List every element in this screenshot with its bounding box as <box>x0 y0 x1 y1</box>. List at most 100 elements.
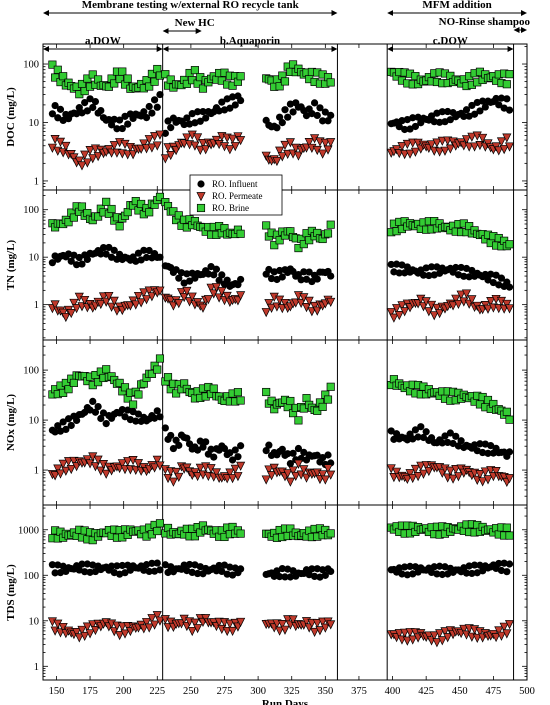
point-influent <box>327 567 335 576</box>
point-influent <box>460 272 468 280</box>
point-influent <box>48 259 57 267</box>
point-influent <box>465 273 473 281</box>
point-permeate <box>426 140 437 150</box>
point-permeate <box>272 156 282 167</box>
point-permeate <box>80 631 90 642</box>
point-permeate <box>475 470 485 480</box>
point-permeate <box>155 616 165 626</box>
point-brine <box>302 394 311 403</box>
point-brine <box>102 365 111 374</box>
point-permeate <box>405 469 415 479</box>
point-influent <box>438 439 446 447</box>
point-influent <box>433 263 441 271</box>
point-influent <box>48 110 57 118</box>
point-permeate <box>66 308 76 319</box>
point-permeate <box>193 472 203 482</box>
point-permeate <box>402 139 412 150</box>
point-permeate <box>61 141 71 152</box>
point-brine <box>502 407 511 416</box>
point-influent <box>481 270 489 279</box>
point-permeate <box>109 296 119 306</box>
point-permeate <box>275 626 285 636</box>
point-permeate <box>394 629 404 639</box>
point-influent <box>417 423 425 431</box>
point-influent <box>505 560 514 568</box>
point-influent <box>118 124 126 133</box>
point-influent <box>319 566 327 574</box>
point-influent <box>142 113 151 122</box>
point-permeate <box>74 633 84 643</box>
point-influent <box>468 569 476 578</box>
point-brine <box>172 389 181 398</box>
point-permeate <box>166 296 176 306</box>
x-tick-label: 250 <box>183 686 199 697</box>
plot-panels: 1 10 100 DOC (mg/L) 1 10 100 TN (mg/L) 1 10 100 NOx… <box>5 43 528 681</box>
point-influent <box>183 114 191 122</box>
point-permeate <box>80 150 90 160</box>
point-influent <box>121 413 129 421</box>
point-influent <box>199 443 207 451</box>
point-permeate <box>85 629 95 639</box>
point-influent <box>110 246 118 254</box>
point-influent <box>313 565 321 573</box>
point-influent <box>398 117 406 125</box>
point-influent <box>473 98 481 107</box>
point-influent <box>113 562 121 570</box>
point-influent <box>161 424 169 432</box>
point-permeate <box>496 631 507 641</box>
point-permeate <box>400 150 410 160</box>
point-influent <box>465 562 473 570</box>
point-influent <box>97 414 105 423</box>
point-influent <box>78 260 86 268</box>
point-permeate <box>61 312 71 323</box>
point-permeate <box>144 135 154 145</box>
point-permeate <box>55 469 66 479</box>
x-tick-label: 450 <box>452 686 468 697</box>
point-brine <box>155 354 165 363</box>
point-influent <box>132 257 140 265</box>
point-permeate <box>432 638 442 648</box>
point-permeate <box>90 626 100 636</box>
point-brine <box>323 229 333 238</box>
point-influent <box>460 112 468 121</box>
point-influent <box>175 274 183 282</box>
point-influent <box>228 93 237 101</box>
point-permeate <box>320 475 330 485</box>
point-permeate <box>437 136 447 146</box>
point-influent <box>497 94 506 102</box>
point-permeate <box>233 472 243 482</box>
point-influent <box>153 559 161 567</box>
point-permeate <box>77 161 87 171</box>
point-permeate <box>280 140 290 151</box>
point-brine <box>115 378 124 387</box>
point-influent <box>188 568 196 577</box>
point-influent <box>215 276 223 284</box>
point-brine <box>110 79 119 88</box>
point-permeate <box>217 287 227 297</box>
point-permeate <box>461 135 472 145</box>
point-influent <box>102 250 110 258</box>
point-influent <box>444 438 452 447</box>
point-permeate <box>435 309 445 319</box>
point-influent <box>231 101 239 109</box>
point-permeate <box>461 289 472 299</box>
point-influent <box>83 560 91 568</box>
point-brine <box>163 373 173 382</box>
point-influent <box>202 438 210 446</box>
point-permeate <box>283 469 293 479</box>
y-axis-label: TDS (mg/L) <box>5 564 17 621</box>
point-permeate <box>101 469 111 479</box>
point-influent <box>492 94 500 103</box>
point-permeate <box>402 474 412 485</box>
point-permeate <box>198 138 208 149</box>
point-influent <box>403 436 411 444</box>
point-influent <box>430 563 438 571</box>
point-brine <box>102 197 111 206</box>
point-brine <box>120 383 130 392</box>
point-influent <box>273 124 281 132</box>
point-influent <box>411 426 420 434</box>
point-influent <box>495 559 503 568</box>
point-influent <box>140 108 148 116</box>
point-influent <box>403 571 411 579</box>
point-influent <box>99 409 108 417</box>
